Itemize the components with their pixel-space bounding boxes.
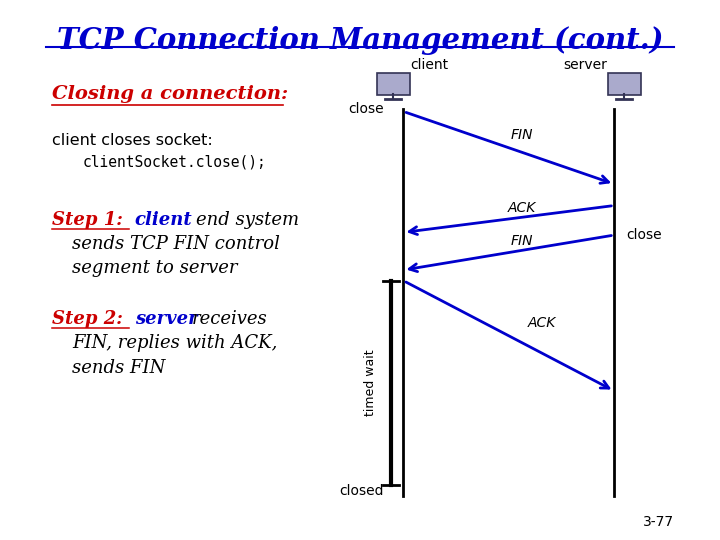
Text: client closes socket:: client closes socket: [53,133,213,148]
Text: end system: end system [196,211,300,229]
Text: Closing a connection:: Closing a connection: [53,85,289,103]
FancyBboxPatch shape [608,73,641,96]
Text: close: close [348,102,384,116]
Text: FIN, replies with ACK,: FIN, replies with ACK, [73,334,278,353]
Text: ACK: ACK [508,201,536,215]
Text: closed: closed [339,484,384,498]
Text: FIN: FIN [511,234,534,248]
Text: clientSocket.close();: clientSocket.close(); [83,154,266,170]
FancyBboxPatch shape [377,73,410,96]
Text: ACK: ACK [528,316,557,330]
Text: segment to server: segment to server [73,259,238,277]
Text: close: close [626,228,662,242]
Text: sends FIN: sends FIN [73,359,166,376]
Text: TCP Connection Management (cont.): TCP Connection Management (cont.) [57,25,663,55]
Text: server: server [564,58,608,72]
Text: FIN: FIN [511,129,534,143]
Text: sends TCP FIN control: sends TCP FIN control [73,235,280,253]
Text: client: client [410,58,449,72]
Text: timed wait: timed wait [364,349,377,416]
Text: Step 2:: Step 2: [53,310,123,328]
Text: client: client [135,211,192,229]
Text: 3-77: 3-77 [643,515,675,529]
Text: Step 1:: Step 1: [53,211,123,229]
Text: receives: receives [192,310,267,328]
Text: server: server [135,310,197,328]
